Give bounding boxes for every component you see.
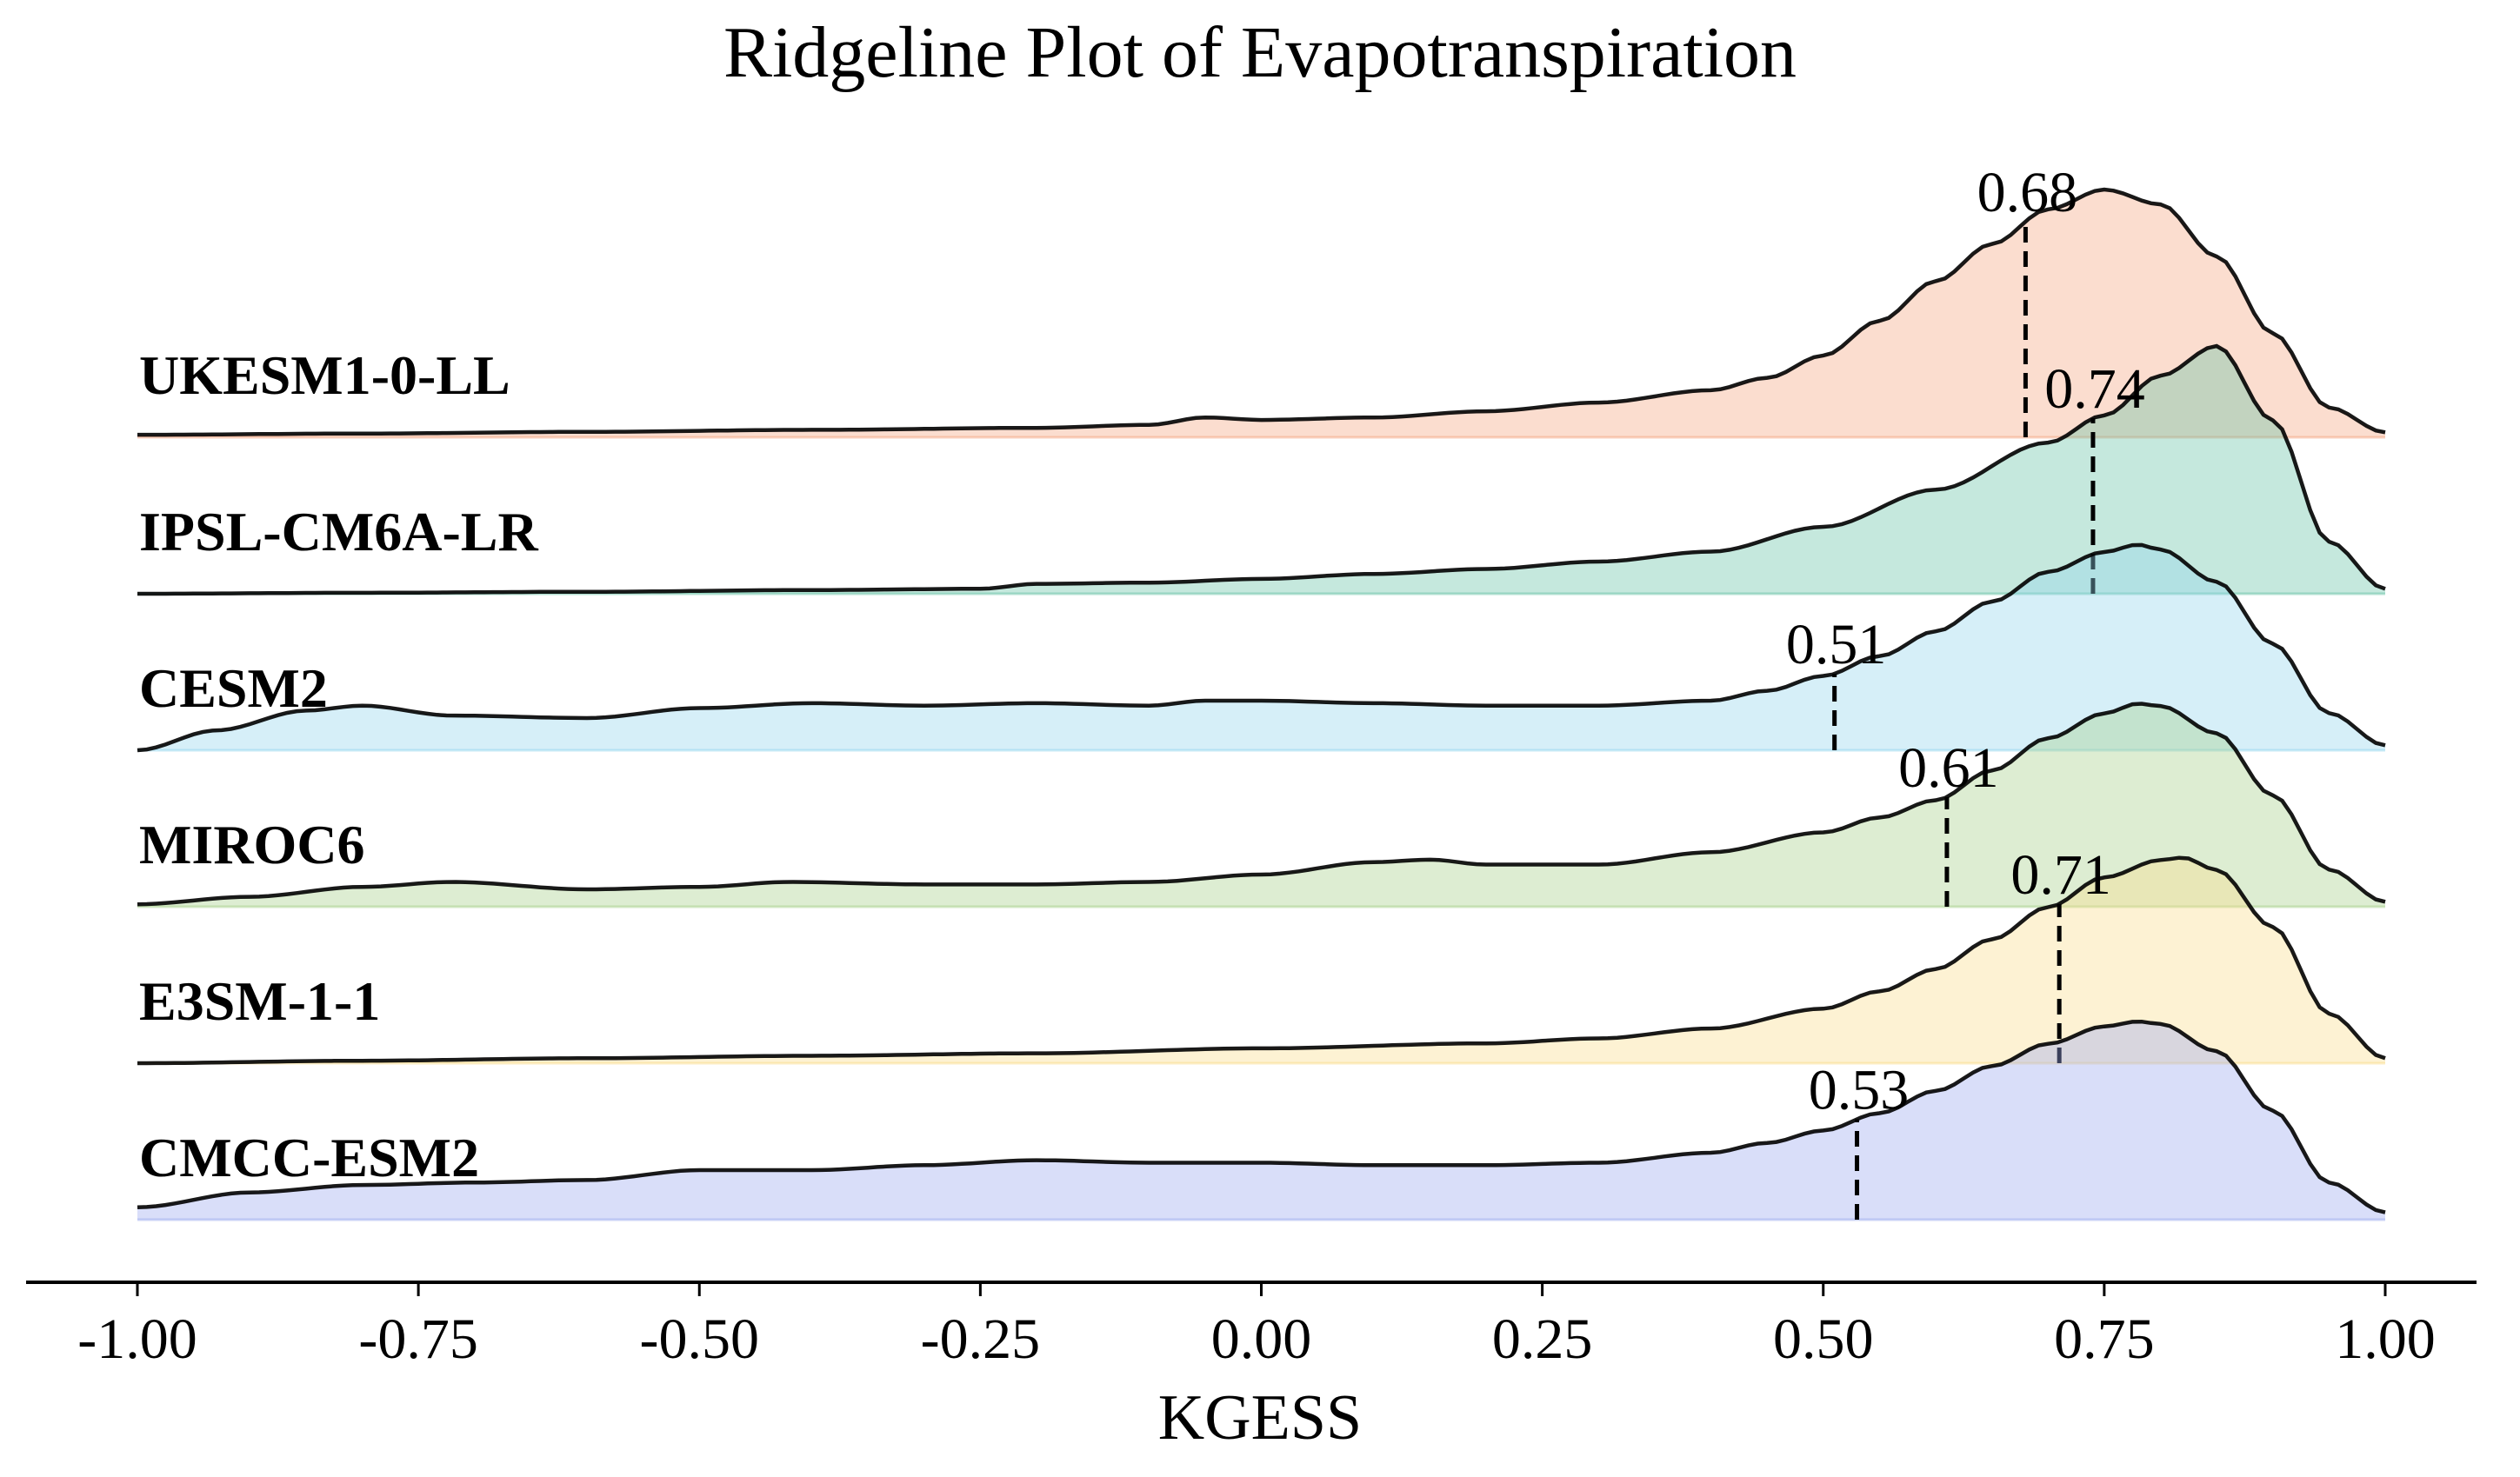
density-curve: [137, 343, 2386, 596]
x-tick-label: 0.50: [1773, 1307, 1874, 1371]
x-tick-label: 0.75: [2054, 1307, 2155, 1371]
ridge-area: [137, 190, 2385, 437]
density-curve: [137, 702, 2386, 907]
x-tick-label: 0.25: [1492, 1307, 1593, 1371]
ridge-area: [137, 703, 2385, 907]
density-curve: [137, 542, 2386, 753]
median-label: 0.74: [2044, 357, 2145, 421]
ridge-cesm2: 0.51 CESM2: [137, 542, 2386, 753]
x-tick-label: -0.25: [921, 1307, 1040, 1371]
density-curve: [137, 855, 2386, 1066]
model-label: IPSL-CM6A-LR: [139, 501, 538, 562]
ridge-ukesm1-0-ll: 0.68 UKESM1-0-LL: [137, 161, 2386, 439]
model-label: UKESM1-0-LL: [139, 344, 510, 406]
median-label: 0.53: [1809, 1058, 1910, 1121]
median-label: 0.71: [2010, 843, 2111, 907]
x-tick-group: -1.00 -0.75 -0.50 -0.25 0.00 0.25 0.50 0.75 1.00: [77, 1282, 2436, 1371]
ridge-ipsl-cm6a-lr: 0.74 IPSL-CM6A-LR: [137, 343, 2386, 596]
x-tick-label: 0.00: [1211, 1307, 1312, 1371]
ridge-area: [137, 544, 2385, 750]
x-axis-label: KGESS: [1158, 1382, 1362, 1454]
density-curve: [137, 187, 2386, 437]
ridge-area: [137, 857, 2385, 1063]
density-curve: [137, 1019, 2386, 1214]
model-label: CMCC-ESM2: [139, 1127, 479, 1188]
model-label: MIROC6: [139, 814, 365, 875]
model-label: E3SM-1-1: [139, 970, 380, 1032]
chart-title: Ridgeline Plot of Evapotranspiration: [723, 12, 1797, 93]
median-label: 0.61: [1898, 736, 1999, 800]
ridge-area: [137, 346, 2385, 594]
median-label: 0.51: [1786, 613, 1887, 676]
x-tick-label: 1.00: [2335, 1307, 2436, 1371]
x-tick-label: -0.75: [358, 1307, 477, 1371]
median-label: 0.68: [1977, 161, 2078, 224]
ridge-e3sm-1-1: 0.71 E3SM-1-1: [137, 843, 2386, 1066]
ridge-cmcc-esm2: 0.53 CMCC-ESM2: [137, 1019, 2386, 1221]
x-tick-label: -1.00: [77, 1307, 197, 1371]
x-tick-label: -0.50: [640, 1307, 759, 1371]
ridge-miroc6: 0.61 MIROC6: [137, 702, 2386, 908]
ridge-group: 0.68 UKESM1-0-LL 0.74 IPSL-CM6A-LR 0.51 CESM2…: [137, 161, 2386, 1221]
model-label: CESM2: [139, 657, 328, 719]
